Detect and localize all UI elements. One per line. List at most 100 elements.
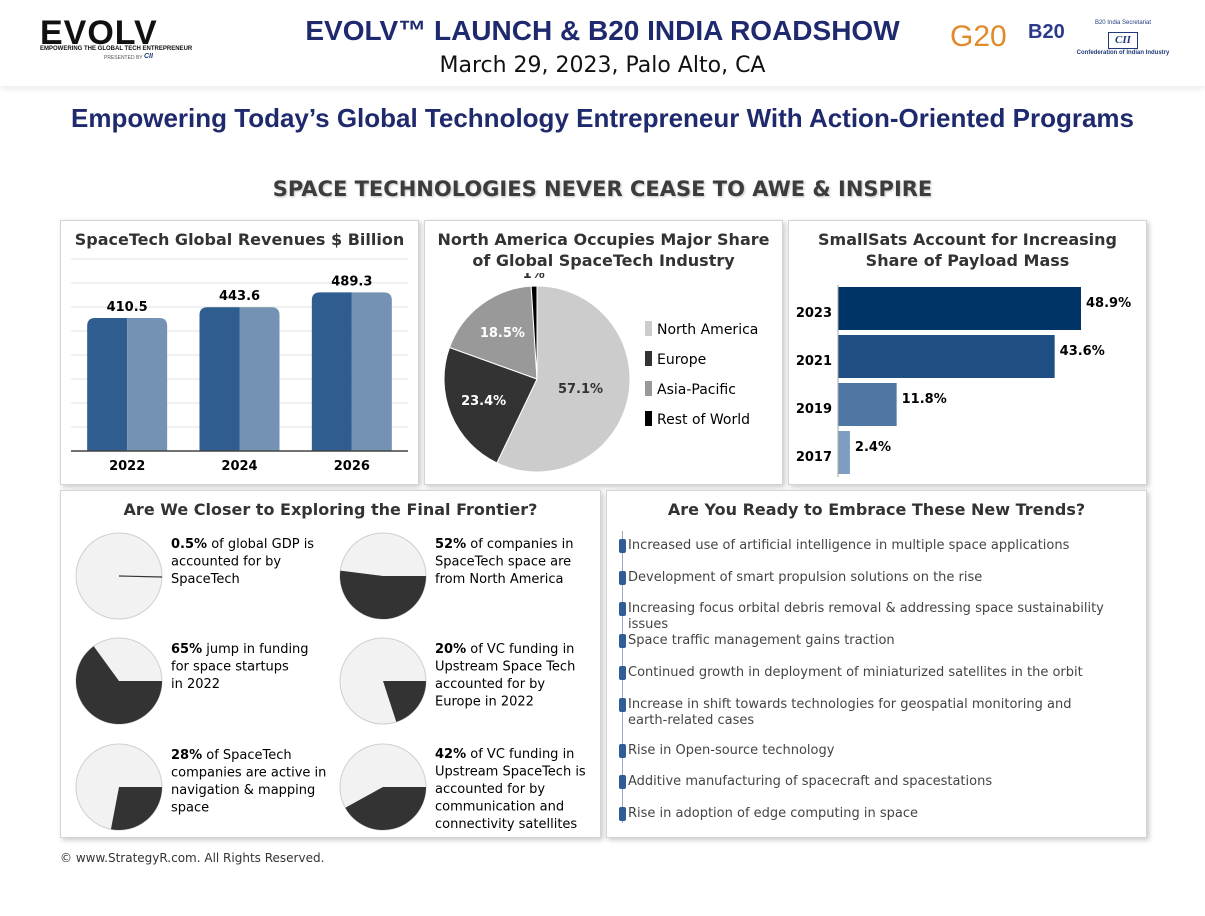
trend-item-line: Continued growth in deployment of miniat… bbox=[628, 664, 1083, 680]
smallsats-value-label: 43.6% bbox=[1060, 344, 1105, 359]
trend-bullet bbox=[619, 665, 626, 680]
smallsats-title-1: SmallSats Account for Increasing bbox=[818, 230, 1117, 249]
frontier-stat-line: Europe in 2022 bbox=[435, 695, 534, 710]
page-header bbox=[0, 0, 1205, 86]
revenue-bar-left bbox=[87, 317, 128, 451]
trend-item: Additive manufacturing of spacecraft and… bbox=[628, 774, 1138, 790]
trend-item: Continued growth in deployment of miniat… bbox=[628, 665, 1138, 681]
frontier-stat-line: connectivity satellites bbox=[435, 817, 577, 832]
trend-bullet bbox=[619, 602, 626, 617]
trend-bullet bbox=[619, 806, 626, 821]
pie-slice-label: 57.1% bbox=[558, 382, 603, 397]
smallsats-year-label: 2019 bbox=[796, 402, 832, 417]
event-title: EVOLV™ LAUNCH & B20 INDIA ROADSHOW bbox=[305, 15, 900, 46]
pie-slice bbox=[530, 285, 538, 380]
revenue-bar-left bbox=[311, 292, 352, 451]
frontier-pie-slice bbox=[118, 575, 163, 578]
trend-item-line: Rise in Open-source technology bbox=[628, 742, 835, 758]
trend-item: Rise in Open-source technology bbox=[628, 743, 1138, 759]
revenue-bar-right bbox=[127, 317, 168, 451]
evolv-logo-presenter: CII bbox=[144, 53, 153, 60]
frontier-stat-text: 20% of VC funding in Upstream Space Tech a… bbox=[435, 642, 575, 710]
frontier-stat-text: 0.5% of global GDP is accounted for by Spa… bbox=[171, 537, 314, 587]
trend-item: Development of smart propulsion solution… bbox=[628, 570, 1138, 586]
trend-bullet bbox=[619, 743, 626, 758]
frontier-stat-line: communication and bbox=[435, 800, 564, 815]
pie-legend-label: North America bbox=[657, 322, 758, 338]
frontier-stat-line: for space startups bbox=[171, 660, 289, 675]
frontier-stat-value: 65% bbox=[171, 642, 202, 657]
revenue-year-label: 2022 bbox=[109, 459, 145, 474]
pie-slice bbox=[448, 285, 538, 380]
frontier-stat-line: of VC funding in bbox=[466, 642, 574, 657]
frontier-stat-text: 42% of VC funding in Upstream SpaceTech i… bbox=[435, 747, 586, 832]
smallsats-bar bbox=[838, 383, 897, 426]
trend-bullet bbox=[619, 697, 626, 712]
trends-title: Are You Ready to Embrace These New Trend… bbox=[667, 500, 1086, 519]
trend-bullet bbox=[619, 570, 626, 585]
frontier-panel: Are We Closer to Exploring the Final Fro… bbox=[60, 490, 601, 838]
frontier-stat-line: Upstream SpaceTech is bbox=[435, 765, 586, 780]
region-share-panel: North America Occupies Major Share of Gl… bbox=[424, 220, 783, 485]
revenue-value-label: 489.3 bbox=[331, 274, 372, 289]
trend-item-line: Increase in shift towards technologies f… bbox=[628, 696, 1072, 712]
frontier-title: Are We Closer to Exploring the Final Fro… bbox=[123, 500, 538, 519]
region-share-title-1: North America Occupies Major Share bbox=[437, 230, 770, 249]
frontier-stat-line: accounted for by bbox=[171, 555, 281, 570]
frontier-stat-text: 52% of companies in SpaceTech space are fr… bbox=[435, 537, 574, 587]
trend-item: Space traffic management gains traction bbox=[628, 633, 1138, 649]
trend-bullet bbox=[619, 539, 626, 553]
frontier-pie-slice bbox=[339, 570, 426, 620]
pie-legend-label: Asia-Pacific bbox=[657, 382, 736, 398]
frontier-stat-line: SpaceTech space are bbox=[435, 555, 571, 570]
frontier-stat-line: of companies in bbox=[466, 537, 573, 552]
frontier-stat-line: navigation & mapping bbox=[171, 783, 315, 798]
event-date: March 29, 2023, Palo Alto, CA bbox=[439, 53, 766, 78]
cii-name: Confederation of Indian Industry bbox=[1076, 50, 1170, 56]
frontier-stat-line: in 2022 bbox=[171, 677, 220, 692]
frontier-stat-line: jump in funding bbox=[202, 642, 308, 657]
cii-logo: CII bbox=[1108, 32, 1138, 49]
region-share-chart: 57.1% 23.4% 18.5% 1% North America Europe Asia… bbox=[443, 273, 758, 473]
smallsats-chart: 2023 48.9% 2021 43.6% 2019 11.8% 2017 2.4% bbox=[796, 285, 1131, 477]
revenue-value-label: 443.6 bbox=[219, 289, 260, 304]
frontier-pie-slice bbox=[345, 787, 426, 830]
copyright-footer: © www.StrategyR.com. All Rights Reserved… bbox=[60, 851, 325, 865]
pie-legend-label: Rest of World bbox=[657, 412, 750, 428]
frontier-chart: 0.5% of global GDP is accounted for by Spa… bbox=[75, 532, 586, 832]
trend-bullet bbox=[619, 775, 626, 790]
trend-item-line: Increasing focus orbital debris removal … bbox=[628, 601, 1104, 633]
smallsats-year-label: 2017 bbox=[796, 450, 832, 465]
trend-item-line: Development of smart propulsion solution… bbox=[628, 569, 983, 585]
smallsats-bar bbox=[838, 287, 1081, 330]
evolv-logo-presented: PRESENTED BY bbox=[104, 55, 143, 61]
pie-slice-label: 23.4% bbox=[461, 394, 506, 409]
frontier-pie-slice bbox=[110, 787, 162, 830]
smallsats-year-label: 2021 bbox=[796, 354, 832, 369]
frontier-stat-value: 42% bbox=[435, 747, 466, 762]
b20-logo: B20 bbox=[1028, 21, 1065, 43]
frontier-pie-slice bbox=[75, 646, 162, 725]
frontier-stat-line: space bbox=[171, 801, 209, 816]
frontier-stat-text: 65% jump in funding for space startups in … bbox=[171, 642, 309, 692]
pie-legend-swatch bbox=[645, 321, 652, 336]
frontier-stat-value: 0.5% bbox=[171, 537, 207, 552]
smallsats-panel: SmallSats Account for Increasing Share o… bbox=[788, 220, 1147, 485]
frontier-stat-value: 20% bbox=[435, 642, 466, 657]
revenue-bar-left bbox=[199, 307, 240, 451]
trend-item-line: Rise in adoption of edge computing in sp… bbox=[628, 805, 918, 821]
revenue-panel: SpaceTech Global Revenues $ Billion 410.… bbox=[60, 220, 419, 485]
smallsats-bar bbox=[838, 431, 850, 474]
revenue-year-label: 2024 bbox=[221, 459, 257, 474]
evolv-logo-tagline: EMPOWERING THE GLOBAL TECH ENTREPRENEUR bbox=[40, 46, 193, 52]
frontier-stat-line: accounted for by bbox=[435, 677, 545, 692]
frontier-stat-line: SpaceTech bbox=[171, 572, 240, 587]
pie-legend-label: Europe bbox=[657, 352, 706, 368]
frontier-stat-line: companies are active in bbox=[171, 766, 326, 781]
g20-logo: G20 bbox=[950, 20, 1007, 53]
pie-slice-label: 1% bbox=[523, 273, 545, 282]
region-share-title-2: of Global SpaceTech Industry bbox=[472, 251, 735, 270]
trend-item-line: Space traffic management gains traction bbox=[628, 633, 895, 649]
trend-item: Rise in adoption of edge computing in sp… bbox=[628, 806, 1138, 822]
frontier-stat-text: 28% of SpaceTech companies are active in n… bbox=[171, 748, 326, 816]
